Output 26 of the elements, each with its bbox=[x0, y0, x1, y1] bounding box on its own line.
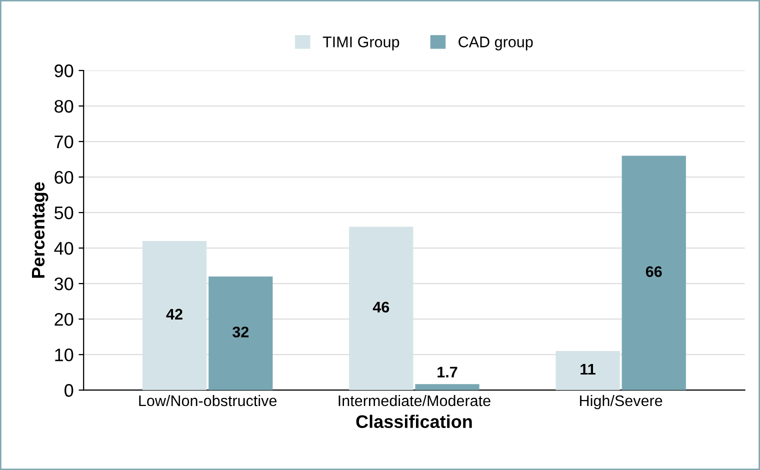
y-tick-label: 0 bbox=[64, 384, 74, 397]
y-tick-label: 20 bbox=[54, 313, 74, 326]
data-label: 32 bbox=[232, 326, 249, 338]
y-tick-label: 80 bbox=[54, 100, 74, 113]
y-tick-label: 70 bbox=[54, 135, 74, 148]
data-label: 42 bbox=[166, 308, 182, 320]
y-tick-label: 30 bbox=[54, 278, 74, 290]
y-tick-label: 50 bbox=[54, 206, 74, 220]
y-tick-label: 40 bbox=[54, 242, 74, 255]
data-label: 66 bbox=[646, 266, 662, 278]
y-axis-title: Percentage bbox=[32, 182, 48, 278]
y-tick-label: 10 bbox=[55, 348, 74, 362]
bar bbox=[208, 276, 273, 390]
data-label: 11 bbox=[580, 364, 596, 375]
x-axis-title: Classification bbox=[356, 414, 472, 428]
y-tick-label: 90 bbox=[54, 64, 74, 78]
data-label: 1.7 bbox=[438, 366, 458, 378]
x-tick-label: Intermediate/Moderate bbox=[338, 394, 490, 406]
x-tick-label: High/Severe bbox=[580, 394, 662, 410]
bar bbox=[415, 384, 480, 390]
data-label: 46 bbox=[372, 302, 390, 313]
x-tick-label: Low/Non-obstructive bbox=[139, 394, 277, 406]
legend-label: CAD group bbox=[458, 36, 533, 50]
bar bbox=[622, 156, 686, 390]
y-tick-label: 60 bbox=[54, 170, 74, 184]
legend-label: TIMI Group bbox=[322, 36, 400, 50]
